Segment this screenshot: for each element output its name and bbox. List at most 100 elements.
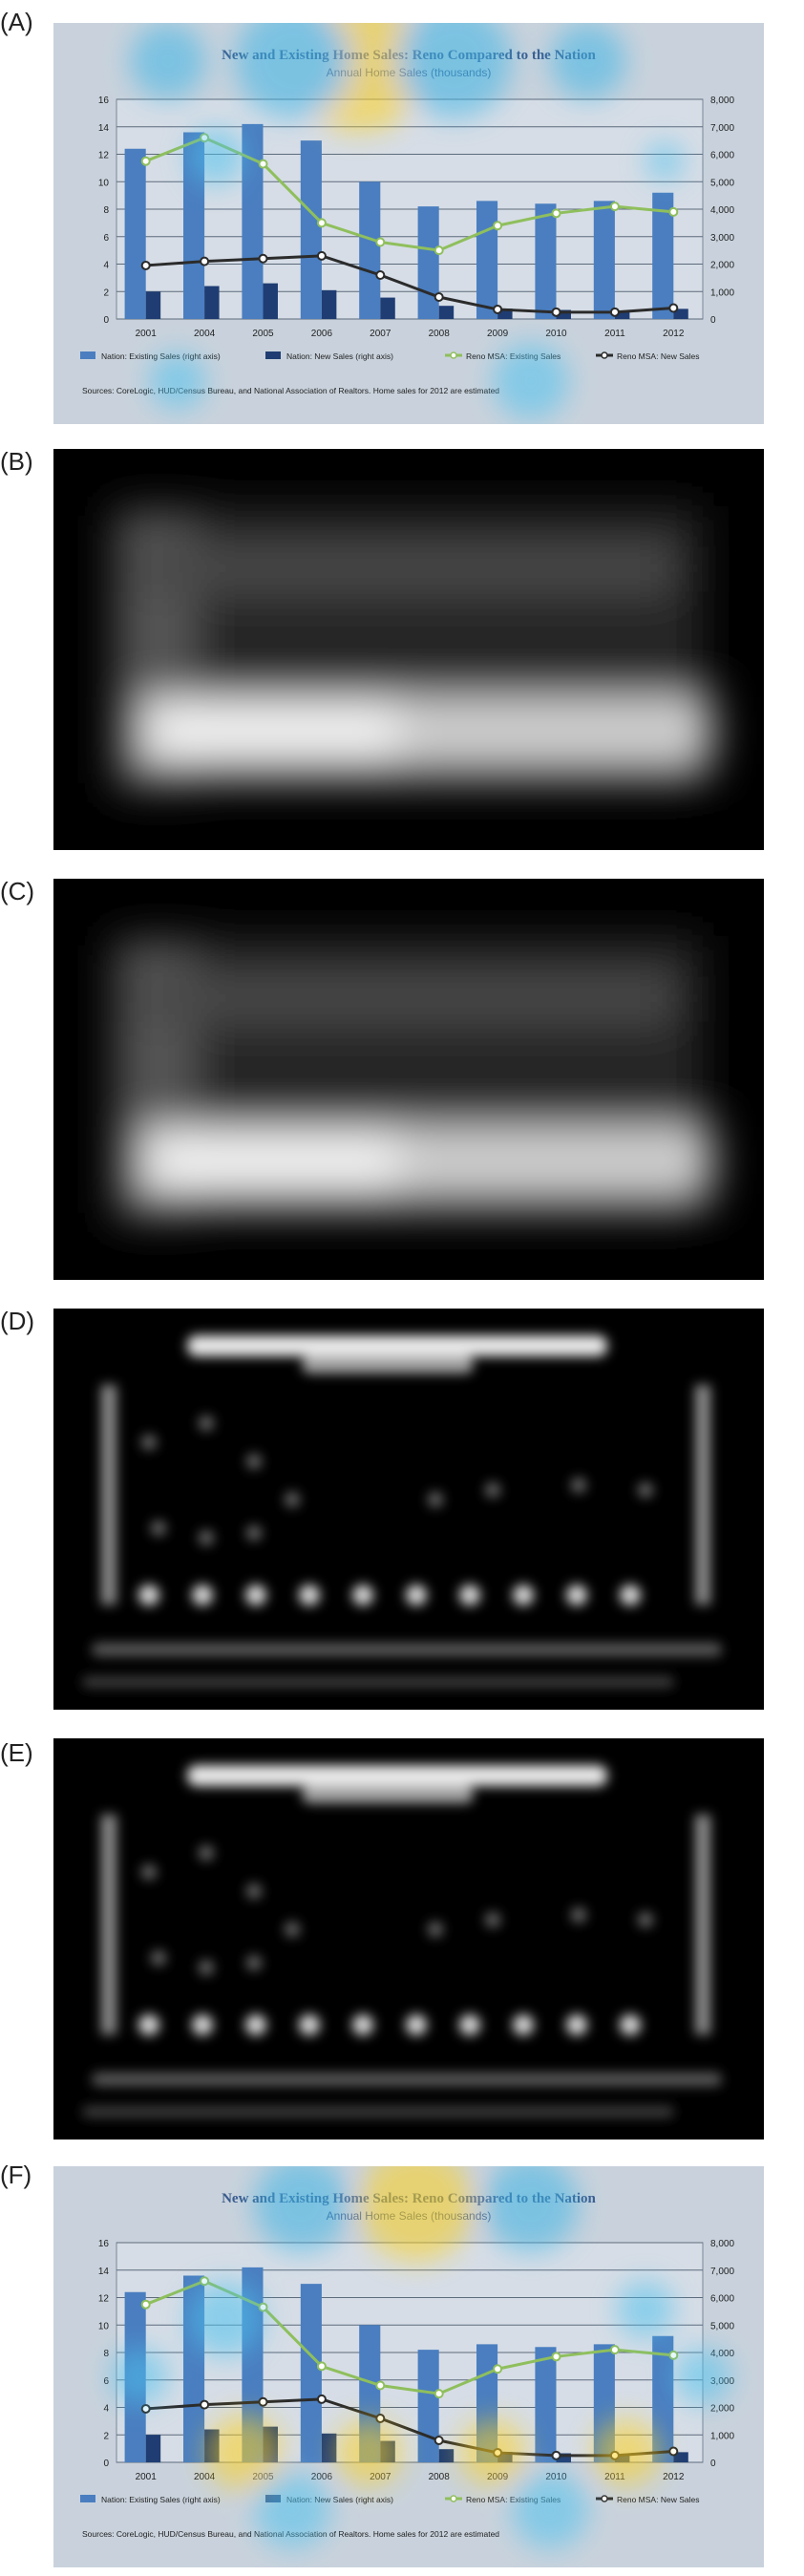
- panel-label-c: (C): [0, 877, 35, 905]
- a-right-tick-label: 8,000: [710, 96, 734, 106]
- f-point-reno-existing: [375, 2380, 386, 2391]
- a-right-tick-label: 1,000: [710, 287, 734, 298]
- d-glow-region: [82, 1676, 674, 1688]
- c-map: [53, 879, 764, 1280]
- f-right-tick-label: 4,000: [710, 2349, 734, 2359]
- e-glow-region: [141, 1864, 157, 1880]
- e-glow-region: [459, 2014, 480, 2035]
- a-bar-new: [673, 309, 688, 319]
- panel-b-saliency-map: [53, 449, 764, 850]
- a-legend-swatch: [80, 351, 95, 359]
- b-glow-region: [149, 702, 397, 759]
- d-glow-region: [246, 1454, 262, 1469]
- f-bar-new: [673, 2452, 688, 2462]
- f-heat-spot: [674, 2348, 731, 2405]
- f-point-reno-new: [316, 2394, 327, 2404]
- a-point-reno-existing: [140, 156, 151, 166]
- panel-d-saliency-map: [53, 1309, 764, 1710]
- e-glow-region: [199, 1960, 214, 1975]
- a-heat-overlay: [130, 23, 684, 419]
- a-bar-new: [380, 297, 395, 319]
- a-point-reno-new: [668, 303, 679, 313]
- e-glow-region: [187, 1765, 607, 1786]
- a-point-reno-existing: [316, 218, 327, 228]
- d-glow-region: [352, 1585, 373, 1606]
- d-glow-region: [92, 1643, 722, 1656]
- e-glow-region: [638, 1912, 653, 1927]
- a-bar-existing: [242, 123, 264, 319]
- a-legend-entry: Nation: Existing Sales (right axis): [80, 351, 221, 361]
- a-bar-existing: [124, 148, 146, 319]
- f-point-reno-new: [551, 2450, 561, 2460]
- e-glow-region: [192, 2014, 213, 2035]
- a-point-reno-existing: [609, 202, 620, 212]
- f-point-reno-existing: [609, 2345, 620, 2355]
- a-left-tick-label: 0: [103, 315, 109, 326]
- a-bar-new: [263, 283, 278, 319]
- a-x-tick-label: 2011: [604, 329, 625, 339]
- f-point-reno-existing: [200, 2276, 210, 2287]
- a-chart: New and Existing Home Sales: Reno Compar…: [53, 23, 764, 424]
- b-glow-region: [139, 544, 674, 592]
- a-bar-existing: [535, 203, 557, 319]
- d-glow-region: [101, 1385, 116, 1605]
- f-point-reno-existing: [140, 2299, 151, 2310]
- a-x-tick-label: 2010: [545, 329, 567, 339]
- d-glow-region: [246, 1525, 262, 1541]
- f-heat-spot: [593, 2419, 660, 2486]
- e-glow-region: [406, 2014, 427, 2035]
- e-glow-region: [299, 2014, 320, 2035]
- a-bar-new: [497, 309, 513, 319]
- a-bar-existing: [417, 206, 439, 319]
- a-left-tick-label: 16: [98, 96, 110, 106]
- panel-label-a: (A): [0, 8, 33, 36]
- a-left-tick-label: 10: [98, 178, 110, 188]
- e-glow-region: [82, 2106, 674, 2118]
- d-glow-region: [302, 1356, 474, 1373]
- f-point-reno-existing: [316, 2361, 327, 2372]
- f-x-tick-label: 2001: [136, 2472, 158, 2482]
- a-left-tick-label: 8: [103, 205, 109, 216]
- f-x-tick-label: 2012: [663, 2472, 685, 2482]
- a-legend-marker: [601, 351, 608, 359]
- a-heat-spot: [149, 352, 206, 410]
- a-bar-existing: [300, 140, 322, 319]
- e-glow-region: [566, 2014, 587, 2035]
- a-bar-new: [145, 291, 161, 319]
- f-bar-new: [321, 2433, 337, 2462]
- d-glow-region: [192, 1585, 213, 1606]
- a-legend-label: Nation: New Sales (right axis): [286, 351, 393, 361]
- a-legend-entry: Reno MSA: New Sales: [596, 351, 699, 361]
- f-heat-spot: [254, 2472, 330, 2548]
- f-left-tick-label: 14: [98, 2267, 110, 2277]
- f-bar-existing: [652, 2335, 674, 2462]
- a-x-tick-label: 2007: [370, 329, 391, 339]
- a-x-tick-label: 2009: [487, 329, 509, 339]
- d-glow-region: [620, 1585, 641, 1606]
- f-x-tick-label: 2008: [429, 2472, 451, 2482]
- f-right-tick-label: 6,000: [710, 2294, 734, 2305]
- a-right-tick-label: 5,000: [710, 178, 734, 188]
- panel-label-d: (D): [0, 1307, 35, 1335]
- f-heat-spot: [187, 2281, 264, 2357]
- f-x-tick-label: 2004: [194, 2472, 216, 2482]
- e-glow-region: [151, 1950, 166, 1966]
- f-left-tick-label: 10: [98, 2321, 110, 2331]
- d-glow-region: [406, 1585, 427, 1606]
- a-right-tick-label: 0: [710, 315, 716, 326]
- a-point-reno-existing: [258, 159, 268, 169]
- panel-f-chart-heatmap: New and Existing Home Sales: Reno Compar…: [53, 2166, 764, 2567]
- d-glow-region: [459, 1585, 480, 1606]
- a-x-tick-label: 2005: [252, 329, 274, 339]
- f-bar-new: [145, 2435, 161, 2462]
- e-glow-region: [101, 1815, 116, 2034]
- f-left-tick-label: 8: [103, 2349, 109, 2359]
- e-glow-region: [245, 2014, 266, 2035]
- f-heat-spot: [459, 2419, 526, 2486]
- f-left-tick-label: 6: [103, 2376, 109, 2387]
- a-left-tick-label: 14: [98, 123, 110, 134]
- f-legend-entry: Nation: Existing Sales (right axis): [80, 2495, 221, 2504]
- a-heat-spot: [550, 23, 626, 99]
- e-glow-region: [513, 2014, 534, 2035]
- f-point-reno-new: [434, 2436, 444, 2445]
